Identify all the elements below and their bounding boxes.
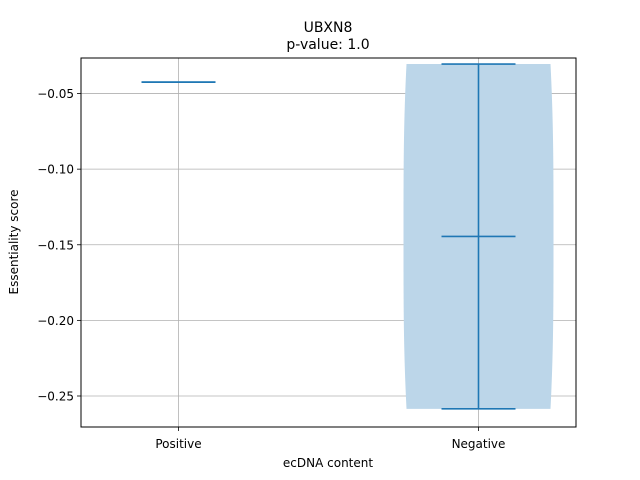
y-tick-label: −0.10 bbox=[37, 163, 74, 177]
plot-frame bbox=[80, 57, 577, 428]
x-tick-label: Positive bbox=[155, 437, 201, 451]
x-tick-label: Negative bbox=[452, 437, 506, 451]
y-axis-label: Essentiality score bbox=[7, 190, 21, 295]
x-axis-label: ecDNA content bbox=[283, 456, 373, 470]
y-tick-label: −0.15 bbox=[37, 238, 74, 252]
y-tick-label: −0.25 bbox=[37, 389, 74, 403]
chart-subtitle: p-value: 1.0 bbox=[286, 37, 369, 53]
y-tick-label: −0.20 bbox=[37, 314, 74, 328]
y-tick-label: −0.05 bbox=[37, 87, 74, 101]
violins bbox=[141, 63, 554, 410]
axis-ticks: Positive Negative −0.05 −0.10 −0.15 −0.20 −0.2… bbox=[37, 87, 505, 451]
chart-title: UBXN8 bbox=[304, 20, 353, 36]
